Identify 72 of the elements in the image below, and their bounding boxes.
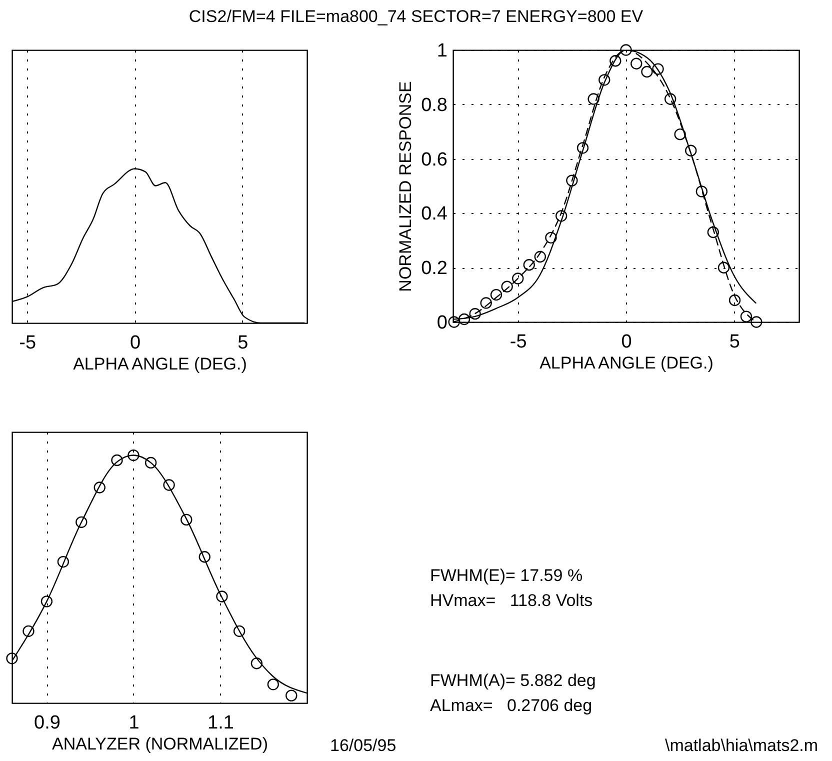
point <box>707 226 719 238</box>
text: CIS2/FM=4 FILE=ma800_74 SECTOR=7 ENERGY=800 EV <box>188 7 644 26</box>
point <box>576 142 589 154</box>
point <box>128 449 140 462</box>
y-tick-label: 1 <box>436 40 448 62</box>
point <box>163 479 175 491</box>
point <box>620 44 632 56</box>
point <box>22 625 34 637</box>
point <box>652 63 664 75</box>
x-tick-label: 1.1 <box>208 712 234 734</box>
point <box>740 310 752 322</box>
point <box>233 625 246 637</box>
x-tick-label: 5 <box>729 332 740 352</box>
point <box>641 66 653 78</box>
x-tick-label: -5 <box>510 332 527 352</box>
point <box>512 272 524 284</box>
point <box>216 590 228 602</box>
point <box>534 250 546 263</box>
point <box>198 551 210 563</box>
text: FWHM(E)= 17.59 % <box>430 566 583 585</box>
x-axis-title: ANALYZER (NORMALIZED) <box>52 734 268 754</box>
point <box>610 55 622 67</box>
point <box>490 288 502 301</box>
point <box>630 58 642 70</box>
point <box>286 690 298 702</box>
point <box>588 93 600 105</box>
point <box>728 294 741 306</box>
point <box>598 74 610 86</box>
point <box>267 678 280 690</box>
text: \matlab\hia\mats2.m <box>665 736 818 755</box>
x-tick-label: 1 <box>128 712 140 734</box>
point <box>94 482 106 494</box>
point <box>6 652 18 664</box>
x-tick-label: 0 <box>621 332 632 352</box>
point <box>469 308 481 320</box>
x-tick-label: 5 <box>238 332 248 354</box>
y-tick-label: 0.6 <box>421 149 448 170</box>
y-tick-label: 0.4 <box>421 204 448 225</box>
point <box>458 313 470 326</box>
point <box>480 297 492 309</box>
y-tick-label: 0 <box>436 312 448 334</box>
point <box>674 128 686 140</box>
point <box>40 596 53 608</box>
x-tick-label: -5 <box>19 332 36 354</box>
x-tick-label: 0 <box>130 332 141 354</box>
point <box>76 516 88 528</box>
point <box>57 556 70 568</box>
point <box>180 514 192 526</box>
point <box>144 456 157 469</box>
point <box>696 186 708 198</box>
text: HVmax= 118.8 Volts <box>430 591 593 610</box>
point <box>685 144 697 156</box>
point <box>566 174 578 186</box>
point <box>501 280 513 292</box>
point <box>718 262 730 274</box>
point <box>750 316 762 328</box>
y-axis-title: NORMALIZED RESPONSE <box>396 81 416 292</box>
point <box>664 93 676 105</box>
point <box>523 259 535 271</box>
y-tick-label: 0.2 <box>421 258 448 280</box>
point <box>250 658 263 670</box>
point <box>111 454 123 466</box>
x-axis-title: ALPHA ANGLE (DEG.) <box>73 354 247 374</box>
text: FWHM(A)= 5.882 deg <box>430 671 596 690</box>
x-axis-title: ALPHA ANGLE (DEG.) <box>540 354 714 372</box>
point <box>448 316 460 328</box>
text: ALmax= 0.2706 deg <box>430 696 592 715</box>
point <box>545 232 557 244</box>
point <box>555 210 568 222</box>
x-tick-label: 0.9 <box>34 712 60 734</box>
text: 16/05/95 <box>330 736 396 755</box>
y-tick-label: 0.8 <box>421 94 448 116</box>
